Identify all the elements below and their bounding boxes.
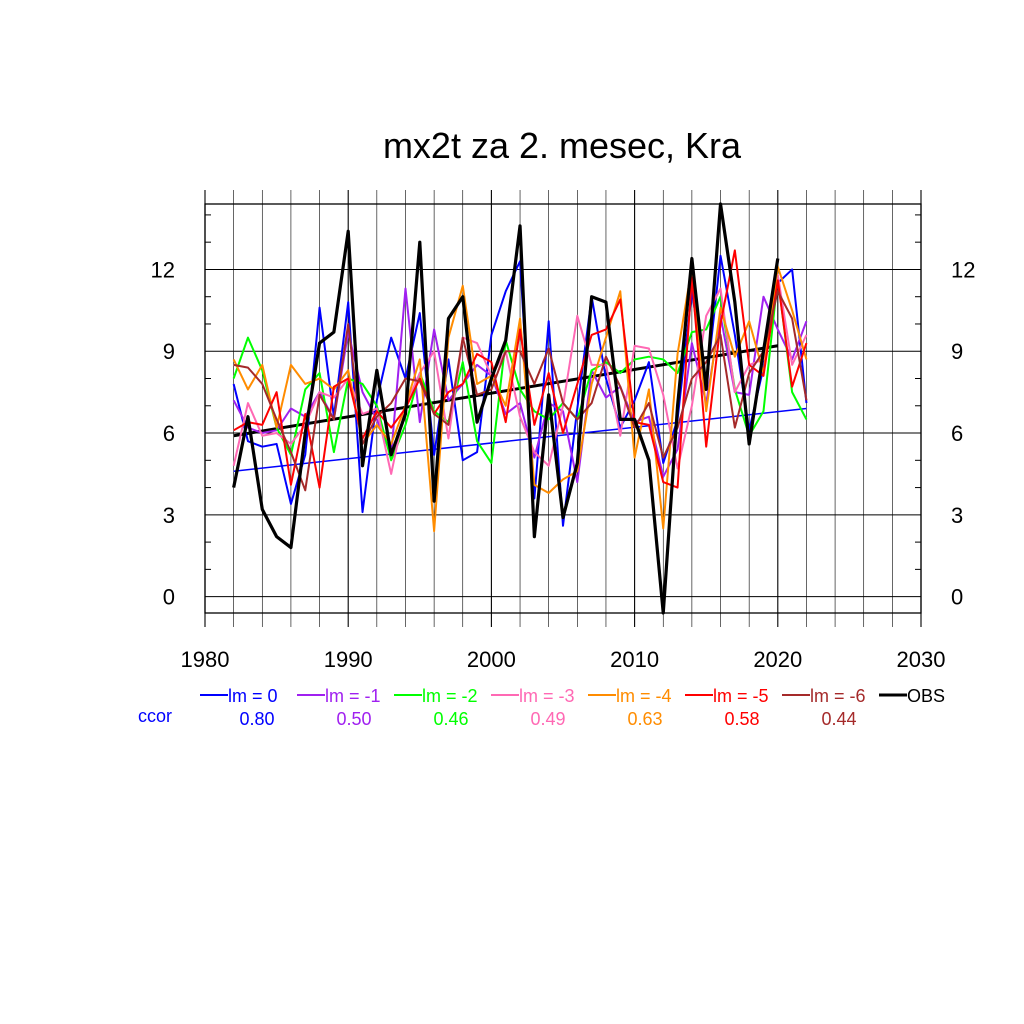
y-tick-label-right: 0 [951,585,963,610]
legend-ccor-value: 0.58 [724,709,759,729]
y-tick-label-left: 3 [163,503,175,528]
series-line-lm-5 [233,249,808,489]
y-tick-label-right: 6 [951,421,963,446]
y-tick-label-left: 0 [163,585,175,610]
legend-ccor-value: 0.63 [627,709,662,729]
legend-label: lm = -2 [422,686,478,706]
legend-ccor-value: 0.50 [336,709,371,729]
legend: ccor lm = 0 0.80 lm = -1 0.50 lm = -2 0.46 lm =… [138,686,945,729]
legend-label: lm = -4 [616,686,672,706]
plot-frame [204,203,922,614]
legend-label: lm = -3 [519,686,575,706]
legend-ccor-value: 0.80 [239,709,274,729]
legend-ccor-value: 0.46 [433,709,468,729]
chart-title: mx2t za 2. mesec, Kra [383,125,742,166]
series-line-obs [232,202,780,615]
y-tick-label-left: 9 [163,339,175,364]
y-tick-label-right: 12 [951,257,975,282]
y-tick-label-right: 9 [951,339,963,364]
y-tick-label-right: 3 [951,503,963,528]
trend-line-lm-0 [233,407,807,472]
y-tick-label-left: 12 [151,257,175,282]
x-tick-label: 2000 [467,647,516,672]
legend-ccor-value: 0.49 [530,709,565,729]
legend-label: OBS [907,686,945,706]
x-tick-label: 2030 [897,647,946,672]
series-line-lm-3 [232,273,808,475]
legend-label: lm = -5 [713,686,769,706]
legend-label: lm = 0 [228,686,278,706]
x-tick-label: 1990 [324,647,373,672]
ccor-label: ccor [138,706,172,726]
series-line-lm-6 [233,290,808,492]
legend-label: lm = -6 [810,686,866,706]
x-tick-label: 1980 [181,647,230,672]
axes: 1980 1990 2000 2010 2020 2030 0 0 3 3 6 6 9 9 12 12 [151,203,975,672]
y-tick-label-left: 6 [163,421,175,446]
series-lines [232,202,808,615]
x-tick-label: 2010 [610,647,659,672]
series-line-lm-4 [232,265,808,533]
x-tick-label: 2020 [753,647,802,672]
legend-label: lm = -1 [325,686,381,706]
legend-ccor-value: 0.44 [821,709,856,729]
